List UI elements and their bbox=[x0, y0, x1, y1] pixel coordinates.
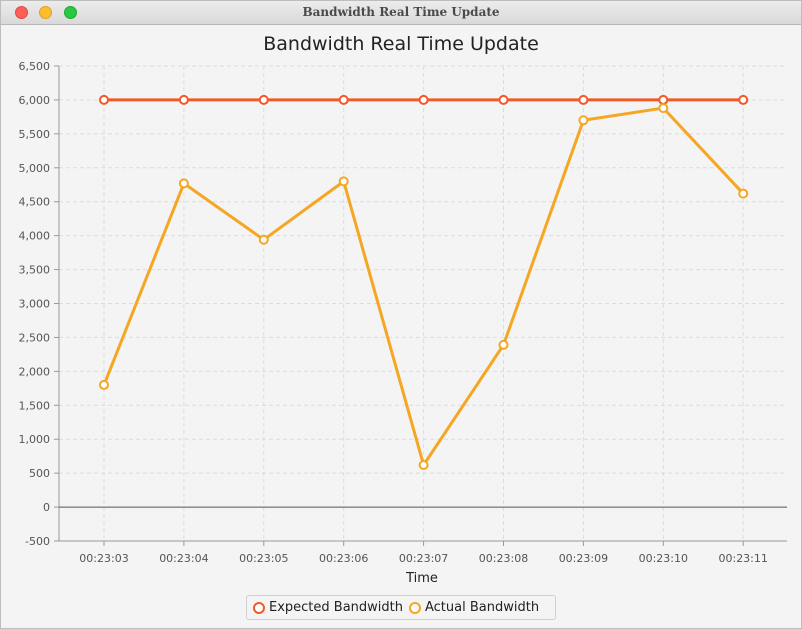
data-point-actual bbox=[418, 460, 429, 470]
data-point-expected bbox=[178, 94, 189, 105]
legend-item-actual: Actual Bandwidth bbox=[409, 600, 539, 615]
x-tick-label: 00:23:08 bbox=[479, 552, 528, 565]
data-point-expected bbox=[658, 94, 669, 105]
data-point-actual bbox=[258, 234, 269, 245]
y-tick-label: 4,000 bbox=[19, 230, 51, 243]
y-tick-label: 1,500 bbox=[19, 399, 51, 412]
minimize-window-button[interactable] bbox=[39, 6, 52, 19]
y-tick-label: 2,500 bbox=[19, 331, 51, 344]
x-tick-label: 00:23:06 bbox=[319, 552, 368, 565]
y-tick-label: 4,500 bbox=[19, 196, 51, 209]
data-point-expected bbox=[258, 94, 269, 105]
y-tick-label: 0 bbox=[43, 501, 50, 514]
y-tick-label: 500 bbox=[29, 467, 50, 480]
data-point-actual bbox=[578, 115, 589, 126]
y-tick-label: 5,000 bbox=[19, 162, 51, 175]
legend-label-expected: Expected Bandwidth bbox=[269, 600, 403, 615]
window-title: Bandwidth Real Time Update bbox=[302, 5, 500, 19]
y-tick-label: -500 bbox=[25, 535, 50, 548]
data-point-expected bbox=[338, 94, 349, 105]
x-tick-label: 00:23:11 bbox=[718, 552, 767, 565]
y-tick-label: 6,000 bbox=[19, 94, 51, 107]
data-point-actual bbox=[99, 379, 109, 390]
data-point-actual bbox=[658, 103, 669, 114]
data-point-expected bbox=[498, 94, 509, 105]
legend-label-actual: Actual Bandwidth bbox=[425, 600, 540, 615]
x-tick-label: 00:23:07 bbox=[399, 552, 448, 565]
x-tick-label: 00:23:05 bbox=[239, 552, 288, 565]
data-point-expected bbox=[578, 94, 589, 105]
x-tick-label: 00:23:03 bbox=[79, 552, 128, 565]
legend-marker-actual-icon bbox=[409, 601, 421, 614]
y-tick-label: 3,000 bbox=[19, 298, 51, 311]
title-bar[interactable]: Bandwidth Real Time Update bbox=[1, 1, 801, 25]
chart-legend: Expected Bandwidth Actual Bandwidth bbox=[246, 595, 556, 620]
y-tick-label: 5,500 bbox=[19, 128, 51, 141]
data-point-actual bbox=[338, 176, 349, 187]
x-tick-label: 00:23:10 bbox=[639, 552, 688, 565]
y-tick-label: 1,000 bbox=[19, 433, 51, 446]
maximize-window-button[interactable] bbox=[64, 6, 77, 19]
data-point-expected bbox=[738, 94, 749, 105]
data-point-actual bbox=[738, 188, 749, 199]
x-tick-label: 00:23:04 bbox=[159, 552, 208, 565]
y-tick-label: 6,500 bbox=[19, 60, 51, 73]
data-point-actual bbox=[178, 178, 189, 189]
x-tick-label: 00:23:09 bbox=[559, 552, 608, 565]
chart-title: Bandwidth Real Time Update bbox=[263, 33, 539, 55]
data-point-expected bbox=[418, 94, 429, 105]
close-window-button[interactable] bbox=[15, 6, 28, 19]
y-tick-label: 3,500 bbox=[19, 264, 51, 277]
x-axis-title: Time bbox=[405, 571, 438, 586]
data-point-expected bbox=[99, 94, 109, 105]
legend-item-expected: Expected Bandwidth bbox=[253, 600, 403, 615]
data-point-actual bbox=[498, 339, 509, 350]
legend-marker-expected-icon bbox=[253, 601, 265, 614]
y-tick-label: 2,000 bbox=[19, 365, 51, 378]
